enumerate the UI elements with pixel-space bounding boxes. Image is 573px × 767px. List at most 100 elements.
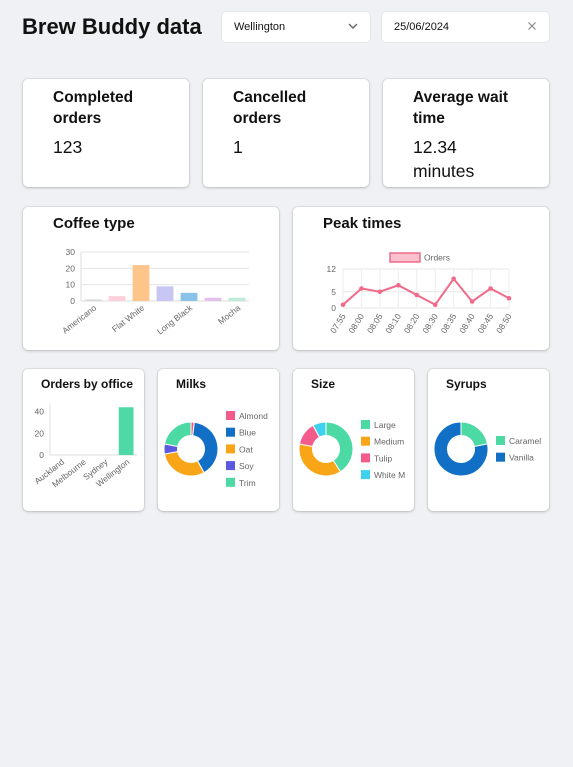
data-point: [469, 299, 475, 304]
average-wait-value: 12.34 minutes: [413, 137, 475, 181]
milks-title: Milks: [176, 377, 207, 391]
legend-swatch: [226, 461, 235, 471]
data-point: [414, 292, 420, 298]
bar: [118, 407, 134, 455]
pie-slice: [460, 421, 489, 448]
milks-card: Milks Almond Blue Oat Soy Trim: [158, 369, 279, 511]
data-point: [396, 282, 401, 288]
x-tick-label: 08:05: [365, 312, 385, 336]
size-card: Size Large Medium Tulip White M: [293, 369, 414, 511]
peak-times-chart: Orders 0 5 12 07:5508:0008:0508:1008:2008:30…: [327, 252, 514, 336]
legend-label: Vanilla: [509, 453, 534, 463]
legend-label: Almond: [239, 411, 268, 421]
office-select[interactable]: Wellington: [222, 12, 370, 42]
syrups-chart: Caramel Vanilla: [433, 421, 541, 477]
x-tick-label: 08:45: [475, 312, 495, 336]
y-tick-label: 10: [66, 280, 76, 290]
bar: [156, 286, 174, 301]
pie-slice: [325, 421, 354, 473]
orders-by-office-title: Orders by office: [41, 377, 134, 391]
y-tick-label: 20: [35, 428, 45, 438]
x-tick-label: 08:35: [439, 312, 459, 336]
x-tick-label: 08:30: [420, 312, 440, 336]
average-wait-card: Average wait time 12.34 minutes: [383, 79, 549, 187]
data-point: [488, 286, 493, 291]
x-tick-label: 08:40: [457, 312, 477, 336]
y-tick-label: 30: [66, 247, 76, 257]
orders-by-office-card: Orders by office 0 20 40 Auckland Melbourne S…: [23, 369, 144, 511]
legend-label: Medium: [374, 437, 404, 447]
legend-swatch: [226, 411, 235, 420]
legend-label: Orders: [424, 253, 450, 263]
legend-swatch: [389, 252, 421, 263]
x-tick-label: Mocha: [216, 303, 242, 327]
page-title: Brew Buddy data: [22, 14, 202, 39]
pie-slice: [163, 421, 192, 448]
bar: [204, 297, 222, 301]
x-tick-label: Flat White: [110, 303, 147, 335]
pie-slice: [163, 450, 205, 477]
coffee-type-chart: 0 10 20 30 Americano Flat White Long Black Moch…: [60, 247, 249, 336]
pie-slice: [433, 421, 489, 477]
bar: [132, 265, 150, 301]
average-wait-label: Average wait time: [413, 89, 509, 127]
x-tick-label: Americano: [60, 303, 98, 336]
date-picker[interactable]: 25/06/2024: [382, 12, 549, 42]
size-title: Size: [311, 377, 336, 391]
cancelled-orders-label: Cancelled orders: [233, 89, 307, 127]
pie-slice: [312, 421, 327, 438]
bar: [180, 292, 198, 301]
y-tick-label: 5: [331, 287, 336, 297]
legend-label: White M: [374, 470, 405, 480]
x-tick-label: Long Black: [155, 302, 195, 336]
chevron-down-icon: [346, 19, 360, 33]
y-tick-label: 20: [66, 263, 76, 273]
y-tick-label: 40: [35, 407, 45, 417]
legend-swatch: [361, 436, 370, 446]
coffee-type-title: Coffee type: [53, 215, 135, 232]
legend-swatch: [361, 470, 370, 480]
legend-label: Caramel: [509, 436, 541, 446]
x-tick-label: 08:00: [346, 312, 366, 336]
legend-label: Blue: [239, 428, 256, 438]
milks-chart: Almond Blue Oat Soy Trim: [163, 411, 268, 488]
legend-label: Tulip: [374, 453, 392, 463]
data-point: [432, 302, 438, 308]
peak-times-title: Peak times: [323, 215, 402, 232]
x-tick-label: 08:50: [494, 312, 514, 336]
x-tick-label: 08:10: [383, 312, 403, 336]
office-select-value: Wellington: [234, 21, 286, 33]
legend-label: Trim: [239, 478, 256, 488]
legend-swatch: [226, 427, 235, 437]
legend-label: Soy: [239, 461, 254, 471]
bar: [84, 299, 102, 301]
x-tick-label: 07:55: [328, 312, 348, 336]
syrups-title: Syrups: [446, 377, 487, 391]
bar: [108, 296, 126, 301]
legend-swatch: [361, 420, 370, 429]
size-chart: Large Medium Tulip White M: [298, 420, 405, 480]
legend-swatch: [496, 452, 505, 462]
series-line-orders: [342, 277, 510, 307]
legend-swatch: [361, 453, 370, 463]
legend-swatch: [496, 436, 505, 445]
data-point: [377, 289, 383, 295]
y-tick-label: 0: [70, 296, 75, 306]
coffee-type-card: Coffee type 0 10 20 30 Americano Flat White Lo…: [23, 207, 279, 350]
x-tick-label: 08:20: [402, 312, 422, 336]
completed-orders-label: Completed orders: [53, 89, 134, 127]
data-point: [340, 302, 346, 308]
peak-times-card: Peak times Orders 0 5 12 07:55 08:00 08:05 08:1…: [293, 207, 549, 350]
completed-orders-value: 123: [53, 137, 83, 157]
legend-label: Oat: [239, 444, 253, 454]
legend-swatch: [226, 444, 235, 454]
legend-swatch: [226, 477, 235, 487]
data-point: [506, 295, 512, 301]
y-tick-label: 0: [39, 450, 44, 460]
syrups-card: Syrups Caramel Vanilla: [428, 369, 549, 511]
data-point: [451, 276, 456, 282]
legend-label: Large: [374, 420, 396, 430]
cancelled-orders-card: Cancelled orders 1: [203, 79, 369, 187]
clear-date-icon[interactable]: [525, 19, 539, 33]
